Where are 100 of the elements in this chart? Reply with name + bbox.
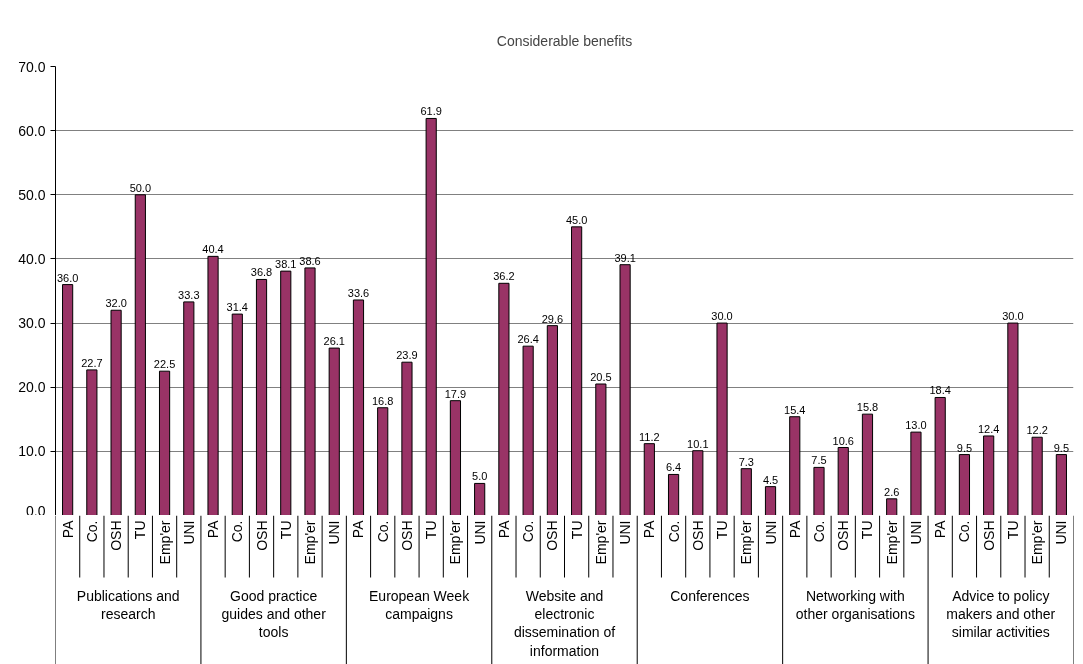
data-label: 17.9 (444, 387, 467, 400)
data-label: 61.9 (420, 105, 442, 118)
bar (474, 482, 486, 515)
bar (158, 370, 171, 515)
y-tick-label: 40.0 (18, 250, 46, 267)
text: Co. (665, 520, 682, 543)
text: UNI (762, 520, 779, 545)
text: Co. (811, 520, 827, 543)
data-label: 38.1 (275, 258, 297, 271)
data-label: 23.9 (396, 349, 418, 362)
data-label: 33.6 (347, 286, 370, 299)
text: OSH (108, 520, 125, 551)
data-label: 39.1 (614, 251, 636, 264)
bar (740, 468, 752, 515)
text: PA (786, 520, 803, 539)
text: UNI (326, 520, 343, 545)
bar (619, 264, 631, 515)
bar (110, 309, 122, 515)
y-tick-label: 50.0 (18, 186, 46, 203)
bar (837, 447, 849, 515)
bar (207, 255, 219, 515)
text: OSH (980, 520, 997, 551)
data-label: 22.5 (153, 358, 176, 371)
bar (280, 270, 292, 515)
text: PA (641, 520, 658, 539)
data-label: 7.5 (811, 454, 827, 467)
x-tick-label: Publications and research (76, 587, 180, 622)
bar (425, 117, 437, 515)
y-tick-label: 60.0 (18, 122, 46, 139)
x-tick-label: European Week campaigns (369, 587, 471, 622)
bar (62, 284, 74, 515)
data-label: 10.6 (832, 434, 854, 447)
bar (958, 454, 971, 515)
text: PA (205, 520, 222, 539)
x-tick-label: Networking with other organisations (795, 587, 915, 622)
text: OSH (835, 520, 852, 551)
text: TU (277, 520, 294, 540)
text: Emp'er (302, 520, 318, 565)
text: Emp'er (738, 520, 755, 565)
data-label: 50.0 (129, 181, 152, 194)
text: OSH (689, 520, 706, 551)
bar (643, 443, 655, 515)
data-label: 36.0 (56, 271, 79, 284)
data-label: 40.4 (202, 243, 224, 256)
bar (328, 347, 340, 515)
data-label: 6.4 (665, 461, 682, 474)
text: Emp'er (883, 520, 900, 565)
text: UNI (907, 520, 924, 545)
bar (789, 416, 801, 515)
text: Co. (374, 520, 391, 543)
text: Co. (520, 520, 537, 543)
bar (498, 282, 510, 515)
bar (595, 383, 607, 515)
bar (134, 194, 146, 515)
data-label: 33.3 (178, 288, 200, 301)
data-label: 32.0 (105, 297, 127, 310)
data-label: 15.8 (856, 401, 879, 414)
text: Emp'er (156, 520, 173, 565)
bar (183, 301, 195, 515)
text: PA (350, 519, 367, 539)
data-label: 15.4 (784, 403, 806, 416)
data-label: 9.5 (956, 441, 973, 454)
data-label: 4.5 (762, 473, 779, 486)
x-tick-label: Advice to policy makers and other similar activities (946, 587, 1056, 641)
bar (910, 431, 922, 515)
data-label: 2.6 (884, 485, 900, 498)
data-label: 11.2 (639, 430, 660, 443)
bar (764, 486, 777, 515)
bar (886, 498, 898, 515)
x-tick-label: Good practice guides and other tools (221, 587, 327, 641)
text: Co. (229, 520, 246, 543)
text: UNI (1053, 520, 1070, 545)
y-tick-label: 0.0 (26, 502, 46, 519)
bar (692, 450, 704, 515)
data-label: 20.5 (590, 371, 612, 384)
bar (983, 435, 995, 515)
text: TU (568, 520, 585, 540)
bar (1055, 454, 1067, 515)
x-tick-label: Website and electronic dissemination of information (513, 587, 616, 659)
bar (377, 407, 389, 515)
data-label: 12.2 (1026, 424, 1048, 437)
text: Emp'er (1029, 520, 1046, 565)
text: TU (132, 520, 149, 540)
data-label: 30.0 (1002, 310, 1024, 323)
text: TU (423, 520, 440, 540)
bar (667, 473, 680, 515)
data-label: 5.0 (472, 470, 488, 483)
data-label: 30.0 (711, 310, 733, 323)
text: OSH (398, 520, 415, 551)
bar (1007, 322, 1019, 515)
bar (255, 278, 268, 515)
bar (546, 325, 558, 515)
text: OSH (544, 520, 561, 551)
data-label: 7.3 (738, 455, 754, 468)
bar (934, 396, 946, 515)
bar (449, 400, 462, 515)
data-label: 38.6 (299, 254, 321, 267)
text: OSH (253, 520, 270, 551)
text: Emp'er (592, 520, 609, 565)
y-tick-label: 70.0 (18, 58, 46, 75)
